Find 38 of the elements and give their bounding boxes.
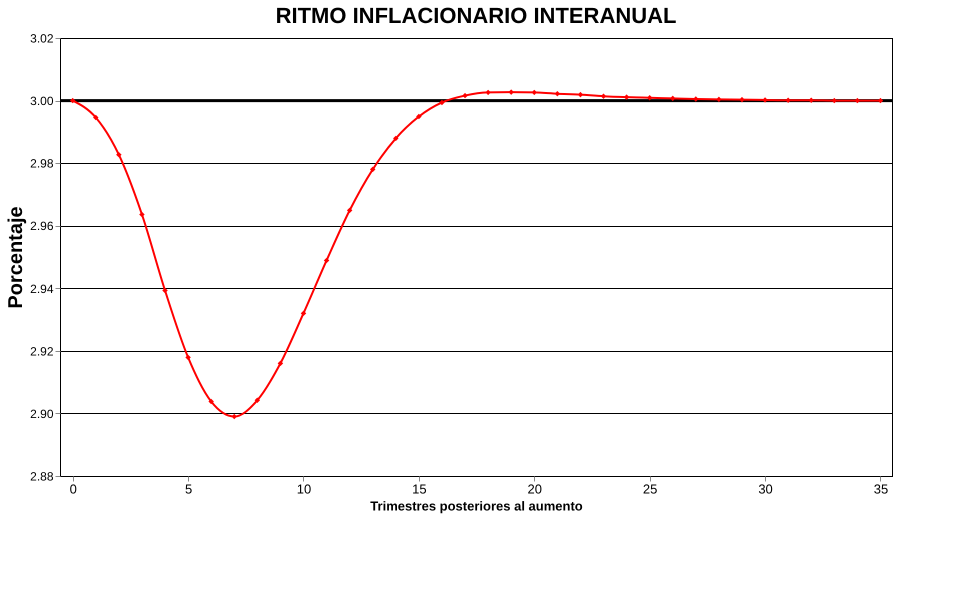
x-tick-label: 15 [412,482,427,496]
x-tick-label: 10 [296,482,312,496]
point [324,258,330,264]
point [278,360,284,366]
point [185,354,191,360]
y-tick-label: 2.92 [30,344,54,358]
y-tick-label: 2.96 [30,219,54,234]
point [462,92,468,98]
point [70,98,76,104]
point [162,288,168,294]
y-tick-label: 2.88 [30,470,54,484]
x-tick-label: 0 [70,482,77,496]
chart-title: RITMO INFLACIONARIO INTERANUAL [276,3,676,28]
x-tick-label: 35 [874,482,888,496]
x-tick-label: 5 [184,482,192,496]
y-tick-label: 2.98 [30,156,54,171]
point [93,114,99,120]
x-axis-title: Trimestres posteriores al aumento [370,498,583,514]
point [232,414,237,420]
point [393,136,399,142]
x-tick-label: 25 [642,482,658,496]
point [300,310,306,316]
point [139,212,145,218]
y-tick-label: 2.94 [30,282,54,296]
point [670,96,676,102]
point [254,398,260,404]
y-tick-label: 3.02 [30,32,54,46]
y-axis-title: Porcentaje [5,206,28,309]
point [439,100,445,106]
y-tick-label: 3.00 [30,94,54,108]
point [208,398,214,404]
x-tick-label: 30 [758,482,773,496]
y-tick-label: 2.90 [30,406,54,421]
point [116,152,122,158]
x-tick-label: 20 [528,482,542,496]
point [370,166,376,172]
point [346,208,352,214]
point [416,114,422,120]
